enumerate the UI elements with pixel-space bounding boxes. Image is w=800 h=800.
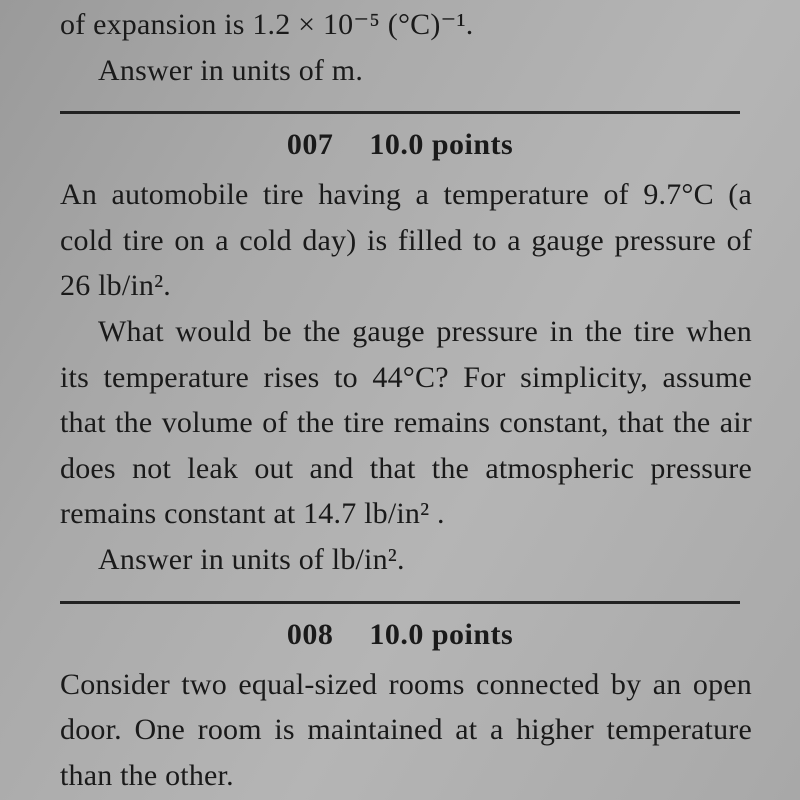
problem-number: 008 [287,618,334,652]
problem-007-answer-line: Answer in units of lb/in². [60,537,752,583]
prev-problem-fragment: of expansion is 1.2 × 10⁻⁵ (°C)⁻¹. [60,2,752,48]
problem-008-header: 008 10.0 points [0,618,800,652]
problem-008-paragraph-1: Consider two equal-sized rooms connected… [60,662,752,799]
problem-007-header: 007 10.0 points [0,128,800,162]
prev-problem-answer-line: Answer in units of m. [60,48,752,94]
problem-007-paragraph-1: An automobile tire having a temperature … [60,172,752,309]
divider-rule [60,111,740,114]
problem-007-paragraph-2: What would be the gauge pressure in the … [60,309,752,537]
divider-rule [60,601,740,604]
problem-points: 10.0 points [369,618,513,651]
problem-number: 007 [287,128,334,162]
problem-points: 10.0 points [369,128,513,161]
